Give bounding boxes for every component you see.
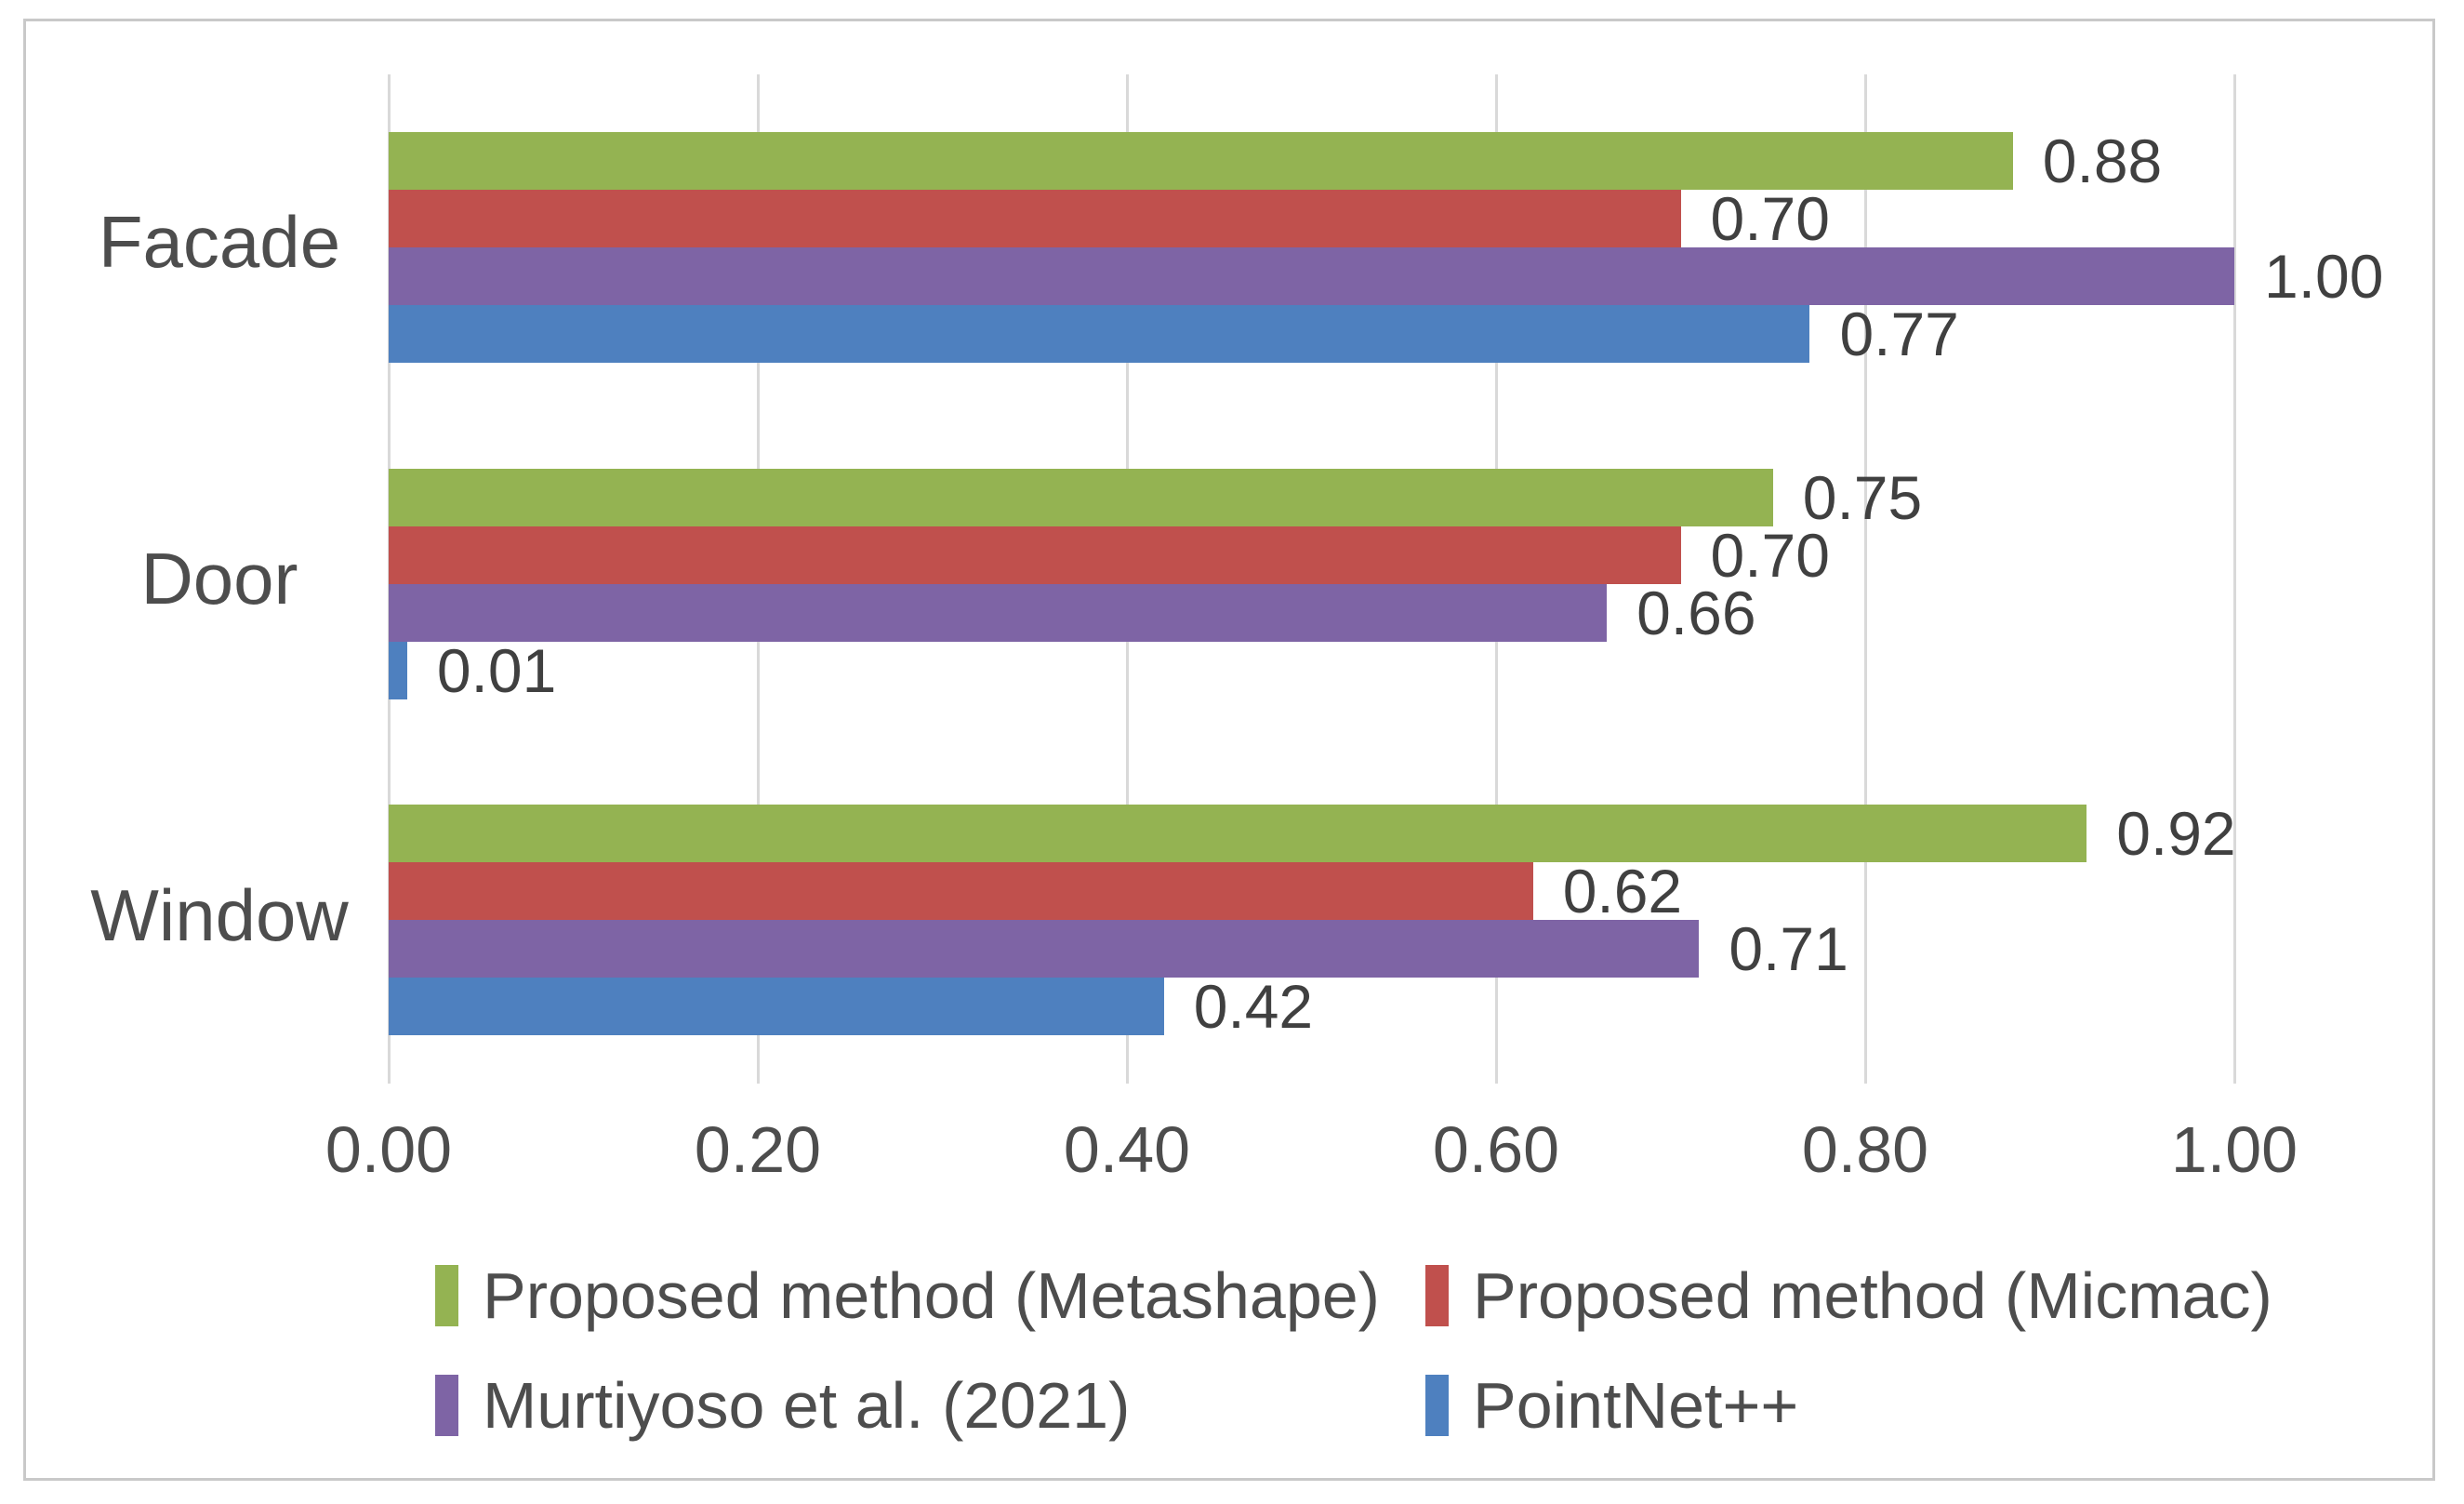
legend-item-proposed-method-micmac: Proposed method (Micmac) bbox=[1425, 1263, 2272, 1328]
bar-door-pointnet bbox=[389, 641, 407, 699]
bar-group-window: 0.92 0.62 0.71 0.42 bbox=[389, 799, 2236, 1042]
legend-label-proposed-method-metashape: Proposed method (Metashape) bbox=[483, 1259, 1380, 1332]
bar-door-proposed-method-metashape bbox=[389, 468, 1773, 526]
bar-row-facade-murtiyoso-et-al-2021: 1.00 bbox=[389, 246, 2383, 307]
bar-facade-proposed-method-micmac bbox=[389, 190, 1681, 247]
bar-row-window-proposed-method-metashape: 0.92 bbox=[389, 799, 2236, 869]
bar-row-window-murtiyoso-et-al-2021: 0.71 bbox=[389, 914, 2234, 984]
legend-marker-proposed-method-micmac bbox=[1425, 1265, 1449, 1326]
legend-marker-pointnet bbox=[1425, 1375, 1449, 1436]
legend-item-murtiyoso-et-al-2021: Murtiyoso et al. (2021) bbox=[435, 1373, 1425, 1438]
legend-item-pointnet: PointNet++ bbox=[1425, 1373, 2272, 1438]
chart-frame: 0.88 0.70 1.00 0.77 0.75 0.70 0.66 0.01 0.92 0.62… bbox=[23, 19, 2435, 1481]
bar-value-label-door-proposed-method-micmac: 0.70 bbox=[1710, 520, 1830, 590]
legend-label-proposed-method-micmac: Proposed method (Micmac) bbox=[1473, 1259, 2272, 1332]
bar-group-door: 0.75 0.70 0.66 0.01 bbox=[389, 462, 2234, 705]
bar-window-murtiyoso-et-al-2021 bbox=[389, 920, 1700, 978]
bar-row-door-proposed-method-metashape: 0.75 bbox=[389, 462, 2234, 532]
legend-label-murtiyoso-et-al-2021: Murtiyoso et al. (2021) bbox=[483, 1369, 1131, 1442]
legend-marker-murtiyoso-et-al-2021 bbox=[435, 1375, 458, 1436]
legend-marker-proposed-method-metashape bbox=[435, 1265, 458, 1326]
plot-area: 0.88 0.70 1.00 0.77 0.75 0.70 0.66 0.01 0.92 0.62… bbox=[388, 74, 2383, 1084]
bar-row-window-pointnet: 0.42 bbox=[389, 972, 2234, 1042]
bar-row-window-proposed-method-micmac: 0.62 bbox=[389, 857, 2234, 926]
x-tick-label-1-00: 1.00 bbox=[2170, 1113, 2298, 1186]
bar-group-facade: 0.88 0.70 1.00 0.77 bbox=[389, 126, 2383, 368]
bar-value-label-facade-murtiyoso-et-al-2021: 1.00 bbox=[2264, 242, 2384, 311]
bar-value-label-door-proposed-method-metashape: 0.75 bbox=[1802, 462, 1923, 532]
bar-value-label-facade-pointnet: 0.77 bbox=[1839, 299, 1959, 368]
x-tick-label-0-40: 0.40 bbox=[1063, 1113, 1191, 1186]
bar-value-label-window-pointnet: 0.42 bbox=[1193, 972, 1314, 1042]
category-label-facade: Facade bbox=[98, 201, 341, 284]
bar-value-label-window-murtiyoso-et-al-2021: 0.71 bbox=[1729, 914, 1848, 984]
x-tick-label-0-20: 0.20 bbox=[694, 1113, 822, 1186]
bar-window-proposed-method-metashape bbox=[389, 805, 2087, 863]
bar-value-label-facade-proposed-method-micmac: 0.70 bbox=[1710, 184, 1830, 253]
bar-row-door-pointnet: 0.01 bbox=[389, 635, 2234, 705]
bar-door-murtiyoso-et-al-2021 bbox=[389, 583, 1608, 642]
bar-value-label-window-proposed-method-micmac: 0.62 bbox=[1562, 857, 1683, 926]
bar-facade-proposed-method-metashape bbox=[389, 132, 2013, 190]
bar-row-facade-pointnet: 0.77 bbox=[389, 299, 2234, 368]
legend: Proposed method (Metashape) Proposed meth… bbox=[435, 1263, 2272, 1438]
gridline-1-00 bbox=[2233, 74, 2236, 1084]
bar-facade-murtiyoso-et-al-2021 bbox=[389, 247, 2234, 305]
x-tick-label-0-60: 0.60 bbox=[1432, 1113, 1560, 1186]
category-label-door: Door bbox=[140, 537, 298, 619]
bar-value-label-door-pointnet: 0.01 bbox=[436, 635, 557, 705]
category-label-window: Window bbox=[90, 873, 349, 956]
bar-door-proposed-method-micmac bbox=[389, 526, 1681, 584]
gridline-0-80 bbox=[1864, 74, 1867, 1084]
bar-row-door-murtiyoso-et-al-2021: 0.66 bbox=[389, 578, 2234, 647]
bar-value-label-door-murtiyoso-et-al-2021: 0.66 bbox=[1636, 578, 1756, 647]
bar-row-facade-proposed-method-micmac: 0.70 bbox=[389, 184, 2234, 253]
bar-row-facade-proposed-method-metashape: 0.88 bbox=[389, 126, 2234, 195]
legend-item-proposed-method-metashape: Proposed method (Metashape) bbox=[435, 1263, 1425, 1328]
x-tick-label-0-80: 0.80 bbox=[1801, 1113, 1929, 1186]
bar-window-proposed-method-micmac bbox=[389, 862, 1533, 921]
bar-facade-pointnet bbox=[389, 305, 1810, 363]
bar-value-label-facade-proposed-method-metashape: 0.88 bbox=[2042, 126, 2163, 195]
legend-label-pointnet: PointNet++ bbox=[1473, 1369, 1799, 1442]
x-tick-label-0-00: 0.00 bbox=[325, 1113, 453, 1186]
bar-window-pointnet bbox=[389, 978, 1164, 1036]
bar-row-door-proposed-method-micmac: 0.70 bbox=[389, 520, 2234, 590]
bar-value-label-window-proposed-method-metashape: 0.92 bbox=[2116, 799, 2236, 869]
